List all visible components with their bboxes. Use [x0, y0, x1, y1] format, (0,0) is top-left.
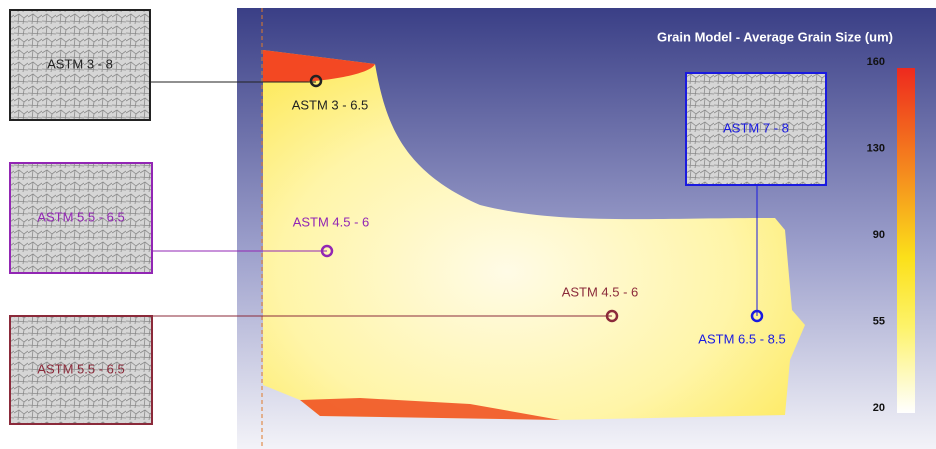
title: Grain Model - Average Grain Size (um)	[657, 29, 893, 44]
probe-label: ASTM 4.5 - 6	[293, 214, 370, 229]
probe-label: ASTM 3 - 6.5	[292, 97, 369, 112]
colorbar-tick: 55	[873, 315, 885, 327]
colorbar-tick: 160	[867, 56, 885, 68]
probe-point	[750, 309, 764, 323]
colorbar	[897, 68, 915, 413]
micrograph	[685, 72, 827, 186]
probe-point	[309, 74, 323, 88]
hot-zone	[300, 398, 560, 420]
part	[263, 50, 805, 420]
micrograph-label: ASTM 5.5 - 6.5	[37, 361, 124, 376]
colorbar-tick: 130	[867, 142, 885, 154]
micrograph	[9, 9, 151, 121]
probe-label: ASTM 4.5 - 6	[562, 284, 639, 299]
micrograph-label: ASTM 3 - 8	[47, 56, 113, 71]
hot-zone	[263, 50, 375, 82]
probe-label: ASTM 6.5 - 8.5	[698, 331, 785, 346]
colorbar-tick: 90	[873, 229, 885, 241]
micrograph	[9, 315, 153, 425]
micrograph	[9, 162, 153, 274]
probe-point	[605, 309, 619, 323]
colorbar-tick: 20	[873, 402, 885, 414]
micrograph-label: ASTM 5.5 - 6.5	[37, 209, 124, 224]
micrograph-label: ASTM 7 - 8	[723, 120, 789, 135]
probe-point	[320, 244, 334, 258]
